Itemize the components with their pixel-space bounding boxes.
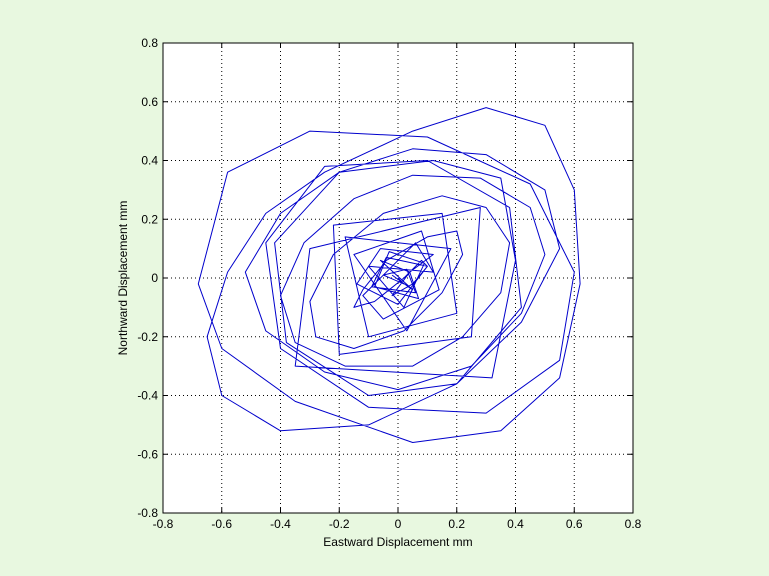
x-tick-label: -0.2: [329, 517, 350, 531]
plot-area: [197, 107, 581, 443]
x-tick-label: 0: [395, 517, 402, 531]
y-tick-label: -0.8: [137, 506, 158, 520]
x-axis-label: Eastward Displacement mm: [323, 535, 472, 549]
y-tick-label: 0.4: [141, 154, 158, 168]
y-tick-labels: -0.8 -0.6 -0.4 -0.2 0 0.2 0.4 0.6 0.8: [137, 36, 158, 520]
y-tick-label: 0.2: [141, 212, 158, 226]
y-axis-label: Northward Displacement mm: [116, 201, 130, 356]
x-tick-label: -0.4: [270, 517, 291, 531]
y-tick-label: -0.4: [137, 389, 158, 403]
displacement-trace-line: [197, 107, 581, 443]
y-tick-label: 0.6: [141, 95, 158, 109]
y-tick-label: -0.6: [137, 447, 158, 461]
axes-frame: [162, 42, 634, 514]
x-tick-label: 0.4: [507, 517, 524, 531]
y-tick-label: 0.8: [141, 36, 158, 50]
x-tick-label: 0.2: [448, 517, 465, 531]
x-tick-labels: -0.8 -0.6 -0.4 -0.2 0 0.2 0.4 0.6 0.8: [153, 517, 642, 531]
x-tick-label: -0.8: [153, 517, 174, 531]
x-tick-label: 0.8: [625, 517, 642, 531]
x-tick-label: 0.6: [566, 517, 583, 531]
x-tick-label: -0.6: [211, 517, 232, 531]
y-tick-label: 0: [151, 271, 158, 285]
y-tick-label: -0.2: [137, 330, 158, 344]
